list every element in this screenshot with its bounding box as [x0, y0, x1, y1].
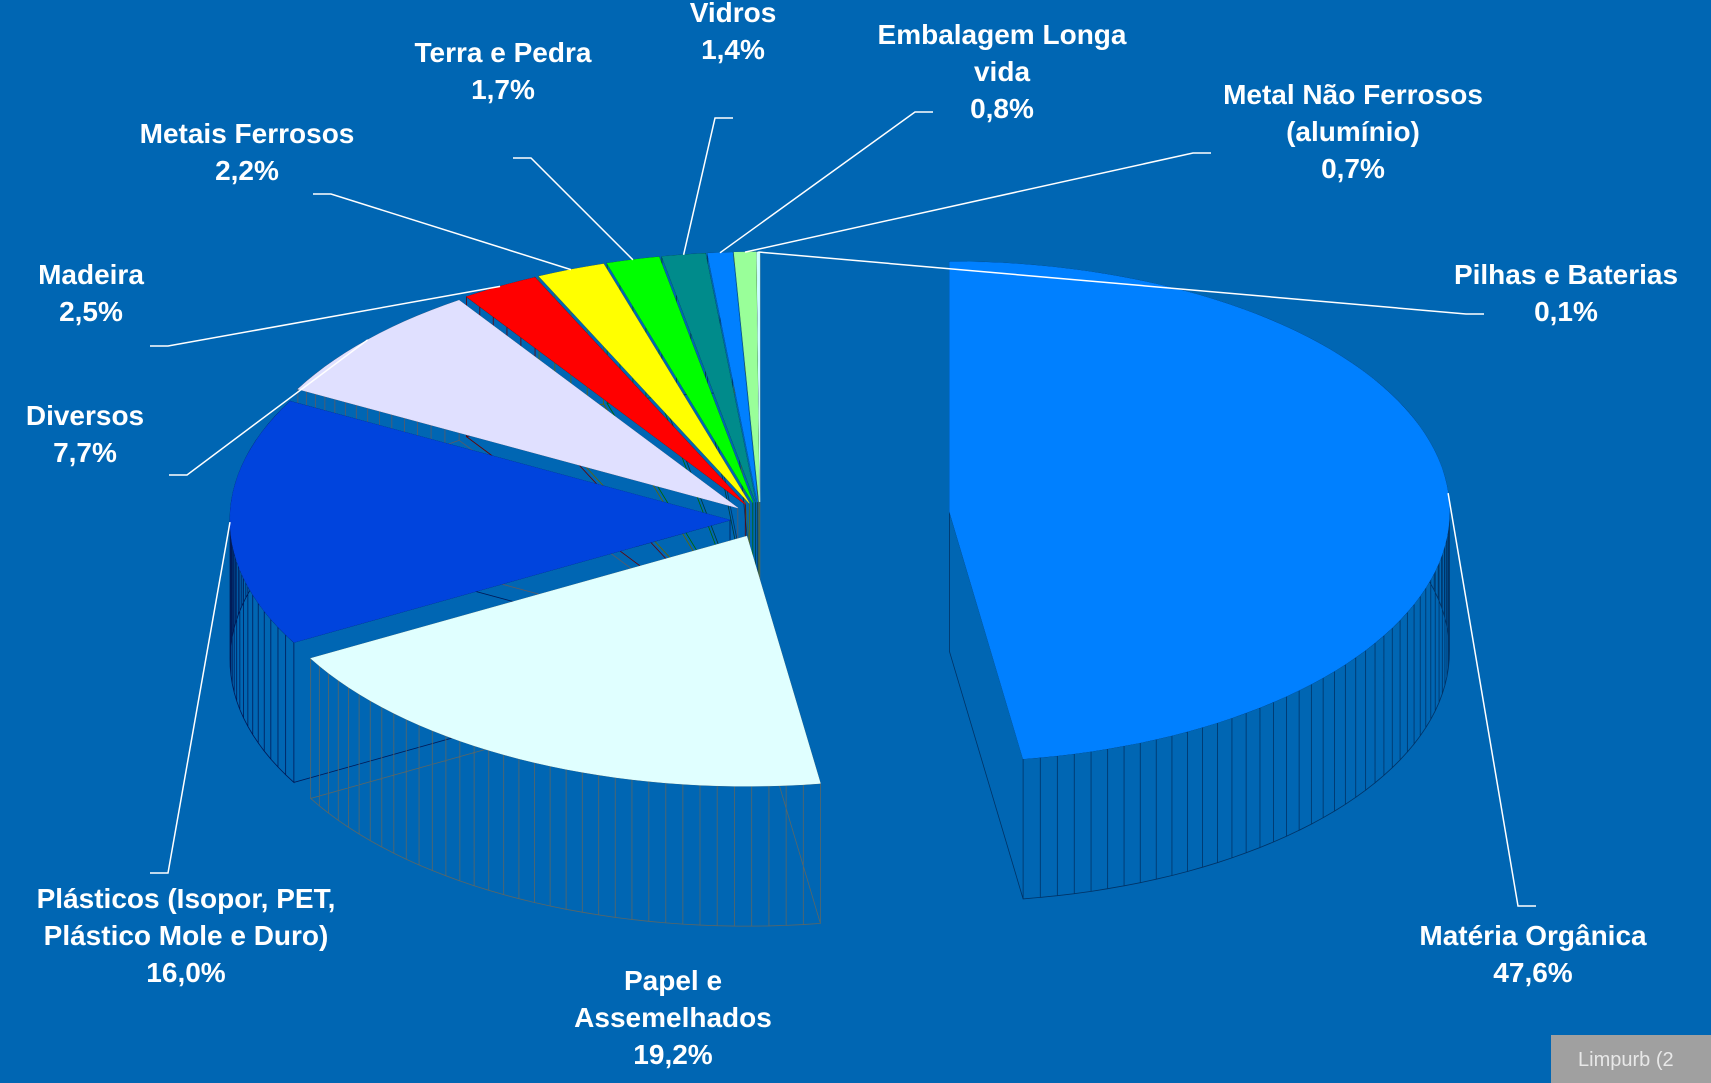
slice-top: [310, 535, 821, 787]
value-label: 1,4%: [701, 34, 765, 65]
slice: [309, 535, 821, 927]
leader-line: [513, 157, 634, 261]
slice-label: Terra e Pedra: [415, 37, 592, 68]
pie: [229, 251, 1450, 927]
source: Limpurb (2: [1578, 1049, 1674, 1071]
value-label: 19,2%: [633, 1039, 712, 1070]
slice-top: [229, 401, 731, 643]
slice: [949, 261, 1450, 900]
value-label: 2,2%: [215, 155, 279, 186]
slice: [229, 400, 732, 784]
value-label: 47,6%: [1493, 957, 1572, 988]
leader-line: [1447, 492, 1536, 907]
slice-top: [661, 253, 756, 503]
slice-label: Vidros: [690, 0, 777, 28]
source-box: [1551, 1035, 1711, 1083]
value-label: 1,7%: [471, 74, 535, 105]
leader-line: [682, 117, 733, 255]
leader-line: [313, 193, 572, 271]
leader-line: [150, 285, 501, 347]
value-label: 0,1%: [1534, 296, 1598, 327]
value-label: 16,0%: [146, 957, 225, 988]
slice-label: Matéria Orgânica: [1419, 920, 1647, 951]
slice-label: Embalagem Longa vida: [878, 19, 1127, 87]
leader-line: [150, 521, 231, 874]
slice-label: Plásticos (Isopor, PET, Plástico Mole e D…: [37, 883, 336, 951]
leader-line: [744, 152, 1211, 253]
leader-line: [719, 111, 933, 254]
value-label: 0,8%: [970, 93, 1034, 124]
slice-label: Madeira: [38, 259, 144, 290]
slice-label: Diversos: [26, 400, 144, 431]
slice-label: Metais Ferrosos: [140, 118, 355, 149]
value-label: 0,7%: [1321, 153, 1385, 184]
slice-label: Papel e Assemelhados: [574, 965, 772, 1033]
leader-line: [758, 251, 1484, 315]
value-label: 7,7%: [53, 437, 117, 468]
slice-label: Metal Não Ferrosos (alumínio): [1223, 79, 1483, 147]
leader-line: [169, 339, 369, 476]
slice-label: Pilhas e Baterias: [1454, 259, 1678, 290]
value-label: 2,5%: [59, 296, 123, 327]
